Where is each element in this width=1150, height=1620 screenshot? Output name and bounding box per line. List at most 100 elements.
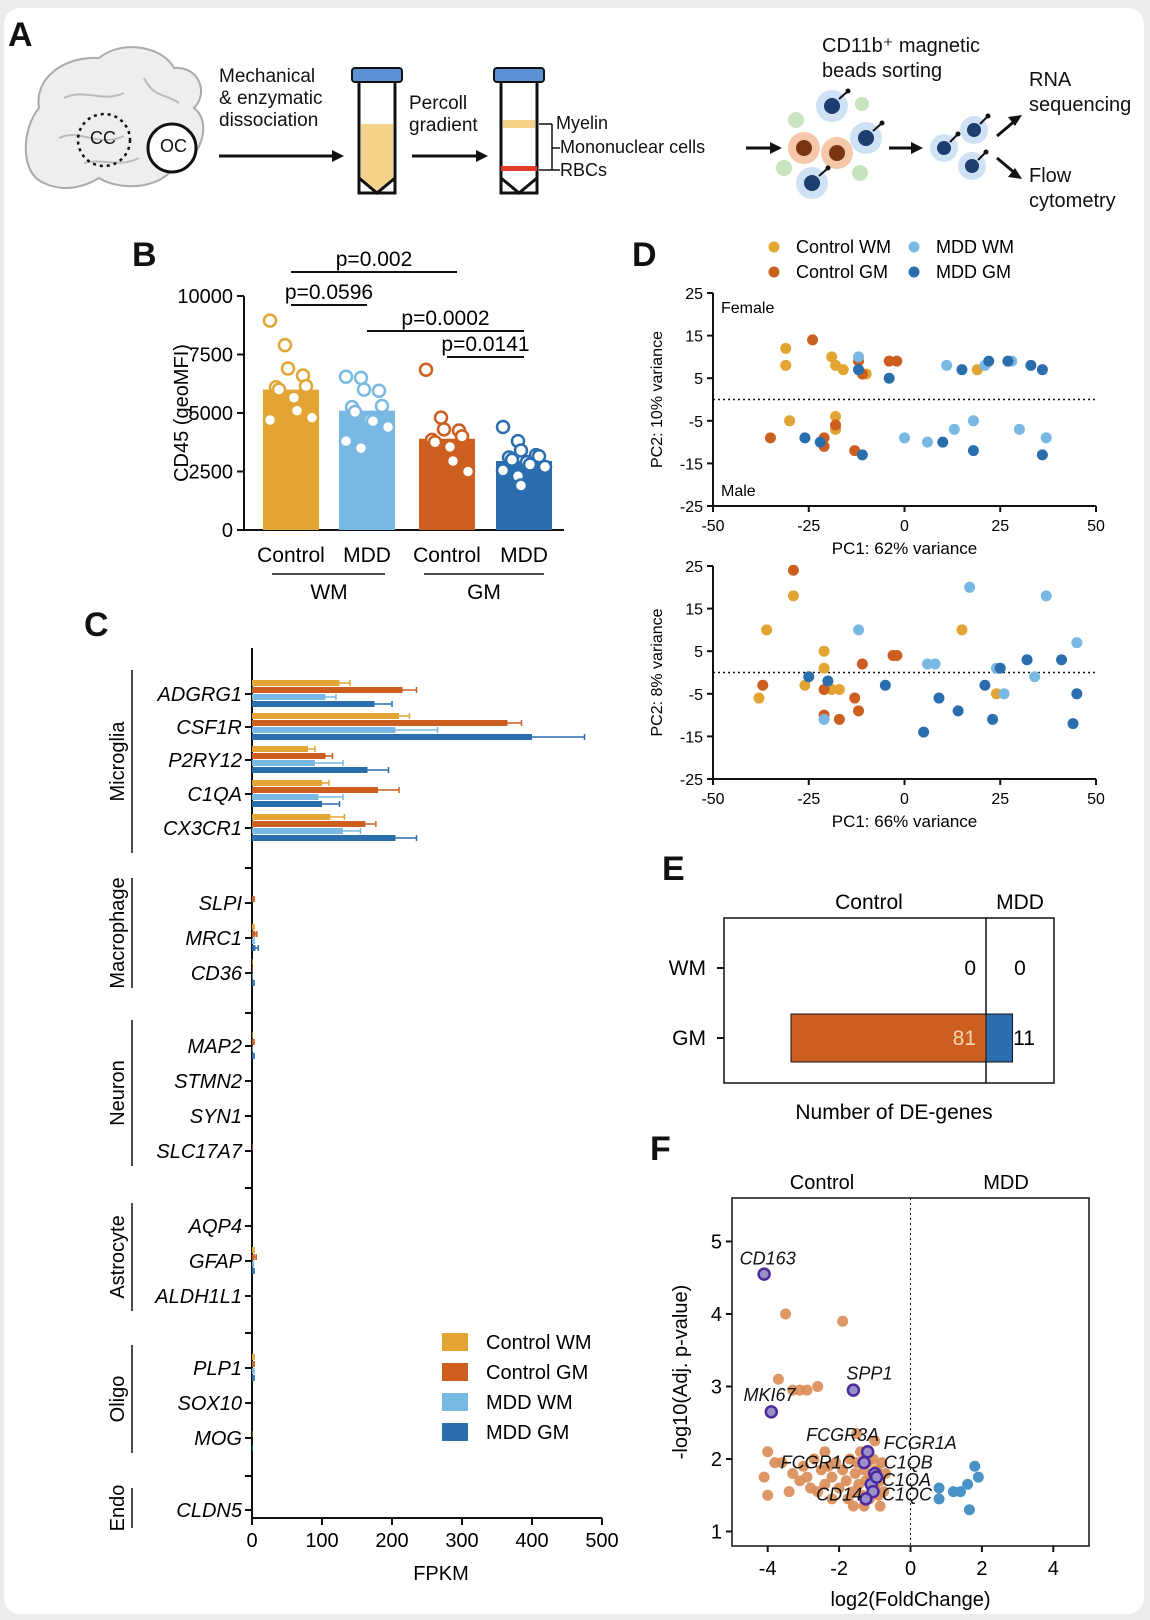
legend-label: Control WM <box>796 237 891 257</box>
data-point <box>941 359 953 371</box>
bar <box>252 1046 253 1052</box>
data-point <box>799 432 811 444</box>
group-label: GM <box>467 581 501 604</box>
data-point <box>454 429 470 444</box>
step1-label: Mechanical & enzymatic dissociation <box>219 66 323 131</box>
x-axis-label: PC1: 66% variance <box>832 812 978 831</box>
data-point <box>933 692 945 704</box>
panel-f-chart: Control MDD 1 2 3 4 5 -4 -2 0 2 4 -log10(Adj. p-valu… <box>670 1172 1090 1611</box>
cc-label: CC <box>90 128 116 148</box>
data-point <box>818 713 830 725</box>
legend-marker <box>908 266 920 278</box>
data-point <box>899 432 910 444</box>
panel-c-chart: 0 100 200 300 400 500 FPKM ADGRG1 CSF1R P2RY12 C1Q… <box>107 648 619 1585</box>
step2-label: Percoll gradient <box>409 93 478 136</box>
bar <box>252 1144 253 1150</box>
x-tick-label: 0 <box>246 1530 257 1552</box>
data-point <box>787 590 799 602</box>
x-axis-label: Number of DE-genes <box>795 1101 992 1124</box>
data-point <box>837 1315 849 1327</box>
bar-mdd-gm <box>985 1013 1013 1063</box>
gene-label: SYN1 <box>190 1106 242 1128</box>
y-axis-label: -log10(Adj. p-value) <box>670 1285 692 1460</box>
data-point <box>445 453 461 469</box>
header-control: Control <box>790 1172 854 1194</box>
data-point <box>891 649 903 661</box>
panel-letter-c: C <box>84 606 109 644</box>
data-point <box>780 359 792 371</box>
data-point <box>921 658 933 670</box>
data-point <box>963 1504 975 1516</box>
bar <box>252 828 343 834</box>
bar <box>252 924 254 930</box>
gene-label: STMN2 <box>174 1071 242 1093</box>
data-point <box>869 1435 881 1447</box>
gene-label: FCGR3A <box>806 1425 879 1445</box>
data-point <box>983 355 995 367</box>
data-point <box>353 370 369 386</box>
x-tick-label: -50 <box>701 791 724 808</box>
data-point <box>1071 637 1083 649</box>
value-label: 0 <box>964 957 976 980</box>
data-point <box>776 1457 788 1469</box>
y-tick-label: 5 <box>694 371 703 388</box>
x-tick-label: 0 <box>905 1558 916 1580</box>
data-point <box>1036 449 1048 461</box>
group-label: WM <box>310 581 347 604</box>
gene-label: C1QA <box>882 1470 931 1490</box>
data-point <box>753 692 765 704</box>
bar <box>252 1247 254 1253</box>
data-point <box>1071 688 1083 700</box>
bar <box>252 701 375 707</box>
data-point <box>531 449 547 464</box>
legend-label: MDD WM <box>486 1392 573 1414</box>
data-point <box>812 1381 824 1392</box>
legend-marker <box>908 241 920 253</box>
data-point <box>783 1486 795 1498</box>
data-point <box>812 1486 824 1498</box>
p-value-label: p=0.0002 <box>401 307 489 330</box>
data-point <box>818 684 830 696</box>
data-point <box>851 1428 863 1440</box>
gene-label: FCGR1C <box>781 1452 856 1472</box>
bar <box>252 787 378 793</box>
legend-marker <box>768 266 780 278</box>
data-point <box>853 351 865 363</box>
arrow-icon <box>332 150 344 162</box>
x-tick-label: -25 <box>797 791 820 808</box>
y-tick-label: -15 <box>680 729 703 746</box>
highlighted-point <box>757 1267 771 1281</box>
category-label: MDD <box>500 544 548 567</box>
data-point <box>495 419 511 435</box>
data-point <box>433 410 449 425</box>
data-point <box>952 705 964 717</box>
figure-card: A <box>4 8 1144 1614</box>
bar <box>252 767 368 773</box>
y-tick-label: 5 <box>711 1232 722 1254</box>
legend-label: MDD GM <box>486 1422 569 1444</box>
data-point <box>954 1486 966 1498</box>
legend-swatch <box>442 1393 468 1411</box>
data-point <box>522 457 538 472</box>
data-point <box>830 1457 842 1469</box>
data-point <box>460 464 476 479</box>
cell-cluster-icon <box>776 88 885 199</box>
data-point <box>1056 654 1068 666</box>
data-point <box>371 383 387 399</box>
arrow-icon <box>770 142 782 154</box>
gene-label: CD36 <box>191 963 243 985</box>
x-tick-label: 0 <box>900 518 909 535</box>
data-point <box>878 1486 890 1498</box>
legend-swatch <box>442 1363 468 1381</box>
gene-label: SOX10 <box>178 1393 242 1415</box>
x-tick-label: 50 <box>1087 518 1105 535</box>
gene-label: AQP4 <box>188 1216 242 1238</box>
legend-swatch <box>442 1333 468 1351</box>
layer-mononuclear: Mononuclear cells <box>560 137 706 157</box>
legend-swatch <box>442 1423 468 1441</box>
y-tick-label: -25 <box>680 772 703 789</box>
legend-label: Control GM <box>486 1362 588 1384</box>
y-tick-label: -5 <box>689 687 703 704</box>
x-axis-label: FPKM <box>413 1563 469 1585</box>
data-point <box>801 1471 813 1483</box>
